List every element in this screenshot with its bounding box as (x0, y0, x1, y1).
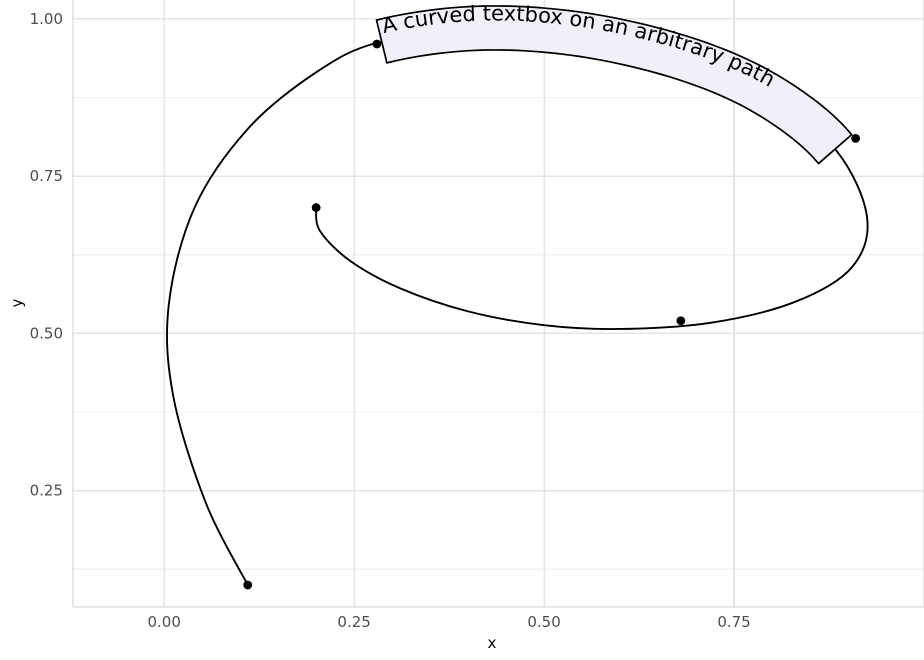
x-tick-label: 0.75 (717, 613, 750, 631)
data-point (243, 580, 253, 590)
x-axis-tick-labels: 0.00 0.25 0.50 0.75 (147, 613, 750, 631)
y-axis-title: y (8, 298, 26, 307)
grid-major-lines (73, 0, 924, 607)
x-tick-label: 0.25 (337, 613, 370, 631)
data-point (676, 316, 686, 326)
y-axis-tick-labels: 0.25 0.50 0.75 1.00 (30, 10, 63, 500)
y-tick-label: 0.50 (30, 324, 63, 342)
y-tick-label: 0.75 (30, 167, 63, 185)
y-tick-label: 0.25 (30, 482, 63, 500)
x-tick-label: 0.00 (147, 613, 180, 631)
x-tick-label: 0.50 (527, 613, 560, 631)
data-point (851, 133, 861, 143)
data-points-group (243, 39, 861, 590)
data-point (372, 39, 382, 49)
data-point (311, 203, 321, 212)
x-axis-title: x (488, 634, 497, 652)
y-tick-label: 1.00 (30, 10, 63, 28)
annotation-box-shape (375, 5, 853, 165)
